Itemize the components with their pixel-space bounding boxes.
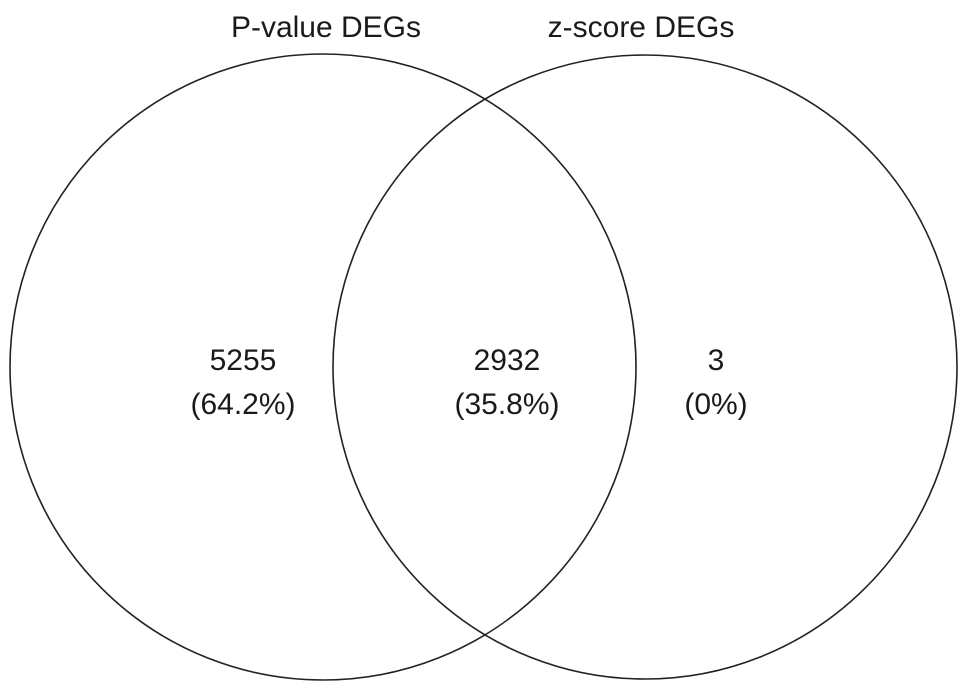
region-share: (0%)	[684, 388, 747, 421]
set-circle	[332, 54, 958, 680]
set-circle	[9, 53, 637, 681]
set-label: P-value DEGs	[231, 11, 421, 44]
region-count: 3	[708, 344, 725, 377]
region-share: (35.8%)	[454, 388, 559, 421]
region-count: 5255	[210, 344, 277, 377]
set-label: z-score DEGs	[548, 11, 735, 44]
region-share: (64.2%)	[190, 388, 295, 421]
region-count: 2932	[474, 344, 541, 377]
